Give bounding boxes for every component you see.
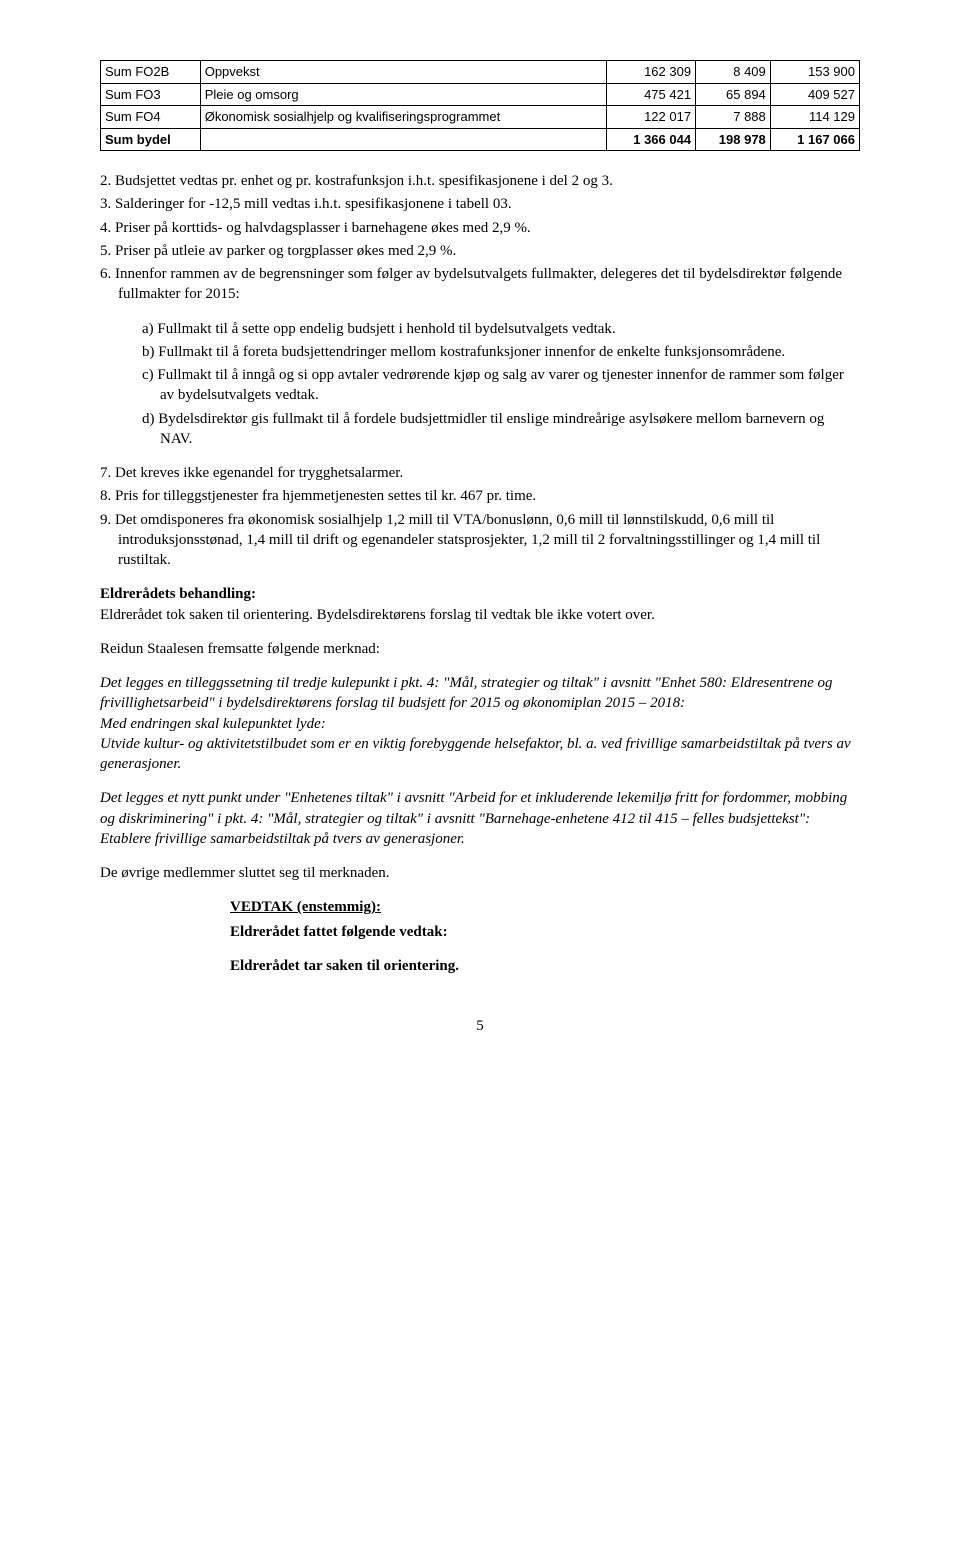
alpha-list: a) Fullmakt til å sette opp endelig buds… — [100, 319, 860, 450]
list-item: c) Fullmakt til å inngå og si opp avtale… — [142, 365, 860, 406]
table-cell: 65 894 — [696, 83, 771, 106]
merknad-2-p2: Etablere frivillige samarbeidstiltak på … — [100, 829, 860, 849]
list-item: 9. Det omdisponeres fra økonomisk sosial… — [100, 510, 860, 571]
list-item: 6. Innenfor rammen av de begrensninger s… — [100, 264, 860, 305]
table-cell: 1 167 066 — [770, 128, 859, 151]
merknad-1-p3: Utvide kultur- og aktivitetstilbudet som… — [100, 734, 860, 775]
merknad-2-p1: Det legges et nytt punkt under "Enhetene… — [100, 788, 860, 829]
staalesen-intro: Reidun Staalesen fremsatte følgende merk… — [100, 639, 860, 659]
table-cell: 409 527 — [770, 83, 859, 106]
vedtak-block: VEDTAK (enstemmig): Eldrerådet fattet fø… — [100, 897, 860, 976]
table-cell: Sum FO4 — [101, 106, 201, 129]
list-item: 4. Priser på korttids- og halvdagsplasse… — [100, 218, 860, 238]
merknad-1-p1: Det legges en tilleggssetning til tredje… — [100, 673, 860, 714]
numbered-list-1: 2. Budsjettet vedtas pr. enhet og pr. ko… — [100, 171, 860, 305]
table-cell: 162 309 — [606, 61, 695, 84]
behandling-text: Eldrerådet tok saken til orientering. By… — [100, 605, 860, 625]
table-row: Sum bydel 1 366 044198 9781 167 066 — [101, 128, 860, 151]
list-item: d) Bydelsdirektør gis fullmakt til å for… — [142, 409, 860, 450]
table-row: Sum FO2BOppvekst162 3098 409153 900 — [101, 61, 860, 84]
vedtak-line1: Eldrerådet fattet følgende vedtak: — [230, 922, 860, 942]
budget-table: Sum FO2BOppvekst162 3098 409153 900Sum F… — [100, 60, 860, 151]
table-cell: 198 978 — [696, 128, 771, 151]
list-item: b) Fullmakt til å foreta budsjettendring… — [142, 342, 860, 362]
table-row: Sum FO3Pleie og omsorg475 42165 894409 5… — [101, 83, 860, 106]
vedtak-line2: Eldrerådet tar saken til orientering. — [230, 956, 860, 976]
behandling-heading: Eldrerådets behandling: — [100, 584, 860, 604]
table-cell: Sum FO2B — [101, 61, 201, 84]
table-cell: 122 017 — [606, 106, 695, 129]
merknad-block-1: Det legges en tilleggssetning til tredje… — [100, 673, 860, 774]
list-item: 2. Budsjettet vedtas pr. enhet og pr. ko… — [100, 171, 860, 191]
budget-table-body: Sum FO2BOppvekst162 3098 409153 900Sum F… — [101, 61, 860, 151]
table-cell: Økonomisk sosialhjelp og kvalifiseringsp… — [200, 106, 606, 129]
slutning-text: De øvrige medlemmer sluttet seg til merk… — [100, 863, 860, 883]
table-cell: Pleie og omsorg — [200, 83, 606, 106]
table-cell: 475 421 — [606, 83, 695, 106]
table-cell: 1 366 044 — [606, 128, 695, 151]
merknad-block-2: Det legges et nytt punkt under "Enhetene… — [100, 788, 860, 849]
table-cell: 114 129 — [770, 106, 859, 129]
list-item: 8. Pris for tilleggstjenester fra hjemme… — [100, 486, 860, 506]
vedtak-heading: VEDTAK (enstemmig): — [230, 899, 381, 915]
table-cell: Sum bydel — [101, 128, 201, 151]
table-cell: 7 888 — [696, 106, 771, 129]
table-cell: 153 900 — [770, 61, 859, 84]
numbered-list-2: 7. Det kreves ikke egenandel for trygghe… — [100, 463, 860, 570]
page-number: 5 — [100, 1016, 860, 1036]
table-cell: 8 409 — [696, 61, 771, 84]
list-item: 7. Det kreves ikke egenandel for trygghe… — [100, 463, 860, 483]
merknad-1-p2: Med endringen skal kulepunktet lyde: — [100, 714, 860, 734]
table-cell: Sum FO3 — [101, 83, 201, 106]
table-cell: Oppvekst — [200, 61, 606, 84]
list-item: 3. Salderinger for -12,5 mill vedtas i.h… — [100, 194, 860, 214]
list-item: 5. Priser på utleie av parker og torgpla… — [100, 241, 860, 261]
list-item: a) Fullmakt til å sette opp endelig buds… — [142, 319, 860, 339]
table-row: Sum FO4Økonomisk sosialhjelp og kvalifis… — [101, 106, 860, 129]
table-cell — [200, 128, 606, 151]
